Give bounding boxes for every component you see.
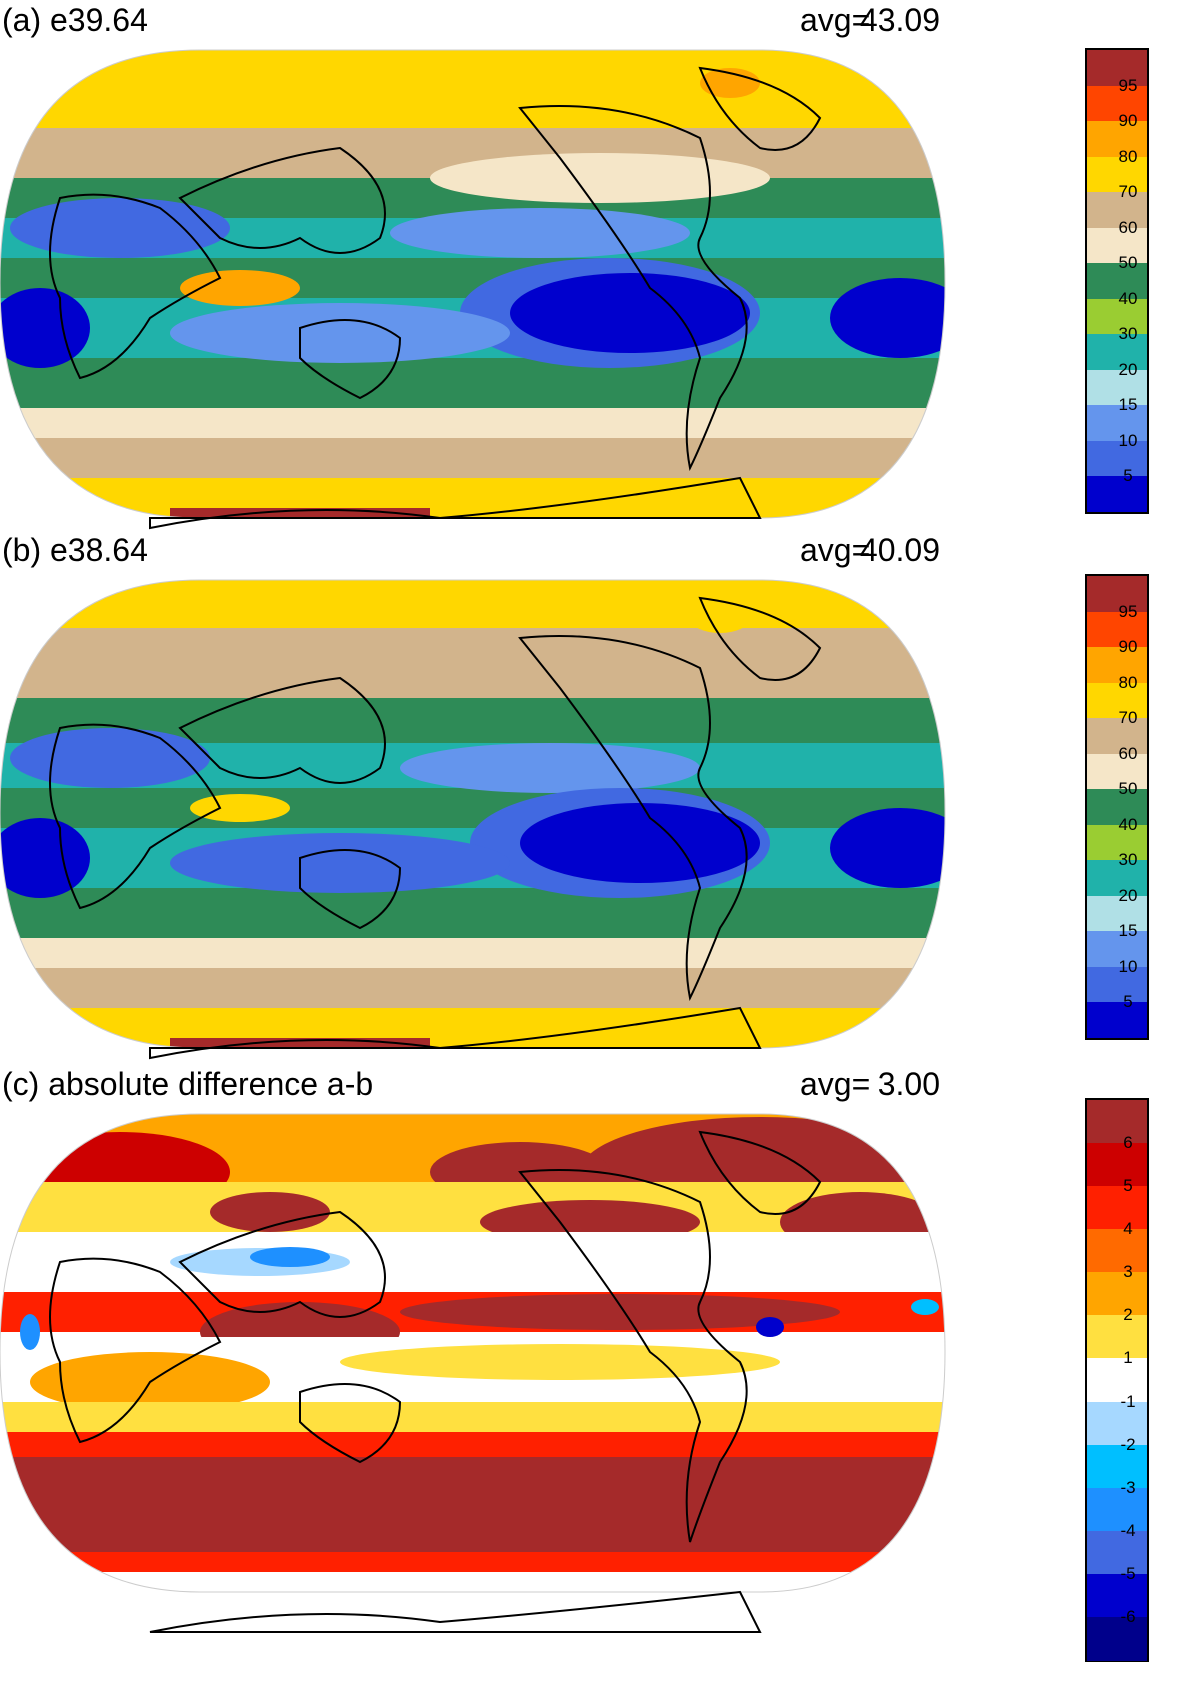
colorbar-swatch [1087, 369, 1147, 406]
colorbar-b [1085, 574, 1149, 1040]
panel-b: (b) e38.64 avg= 40.09 [0, 532, 1183, 1060]
colorbar-label: 95 [1118, 601, 1138, 621]
colorbar-swatch [1087, 860, 1147, 897]
colorbar-swatch [1087, 1143, 1147, 1188]
avg-label: avg= [800, 1066, 871, 1102]
colorbar-swatch [1087, 966, 1147, 1003]
colorbar-swatch [1087, 50, 1147, 86]
colorbar-swatch [1087, 824, 1147, 861]
colorbar-label: 50 [1118, 779, 1138, 799]
colorbar-swatch [1087, 718, 1147, 755]
colorbar-swatch [1087, 1100, 1147, 1144]
colorbar-label: 60 [1118, 217, 1138, 237]
colorbar-swatch [1087, 1573, 1147, 1618]
colorbar-swatch [1087, 753, 1147, 790]
colorbar-swatch [1087, 263, 1147, 300]
colorbar-swatch [1087, 1530, 1147, 1575]
colorbar-label: 20 [1118, 359, 1138, 379]
colorbar-label: 60 [1118, 743, 1138, 763]
colorbar-label: 40 [1118, 288, 1138, 308]
colorbar-swatch [1087, 647, 1147, 684]
avg-value: 3.00 [877, 1066, 940, 1102]
colorbar-swatch [1087, 405, 1147, 442]
panel-title: (a) e39.64 [2, 2, 148, 38]
colorbar-swatch [1087, 1186, 1147, 1231]
colorbar-label: 90 [1118, 111, 1138, 131]
colorbar-label: 20 [1118, 885, 1138, 905]
colorbar-label: 5 [1123, 992, 1133, 1012]
map-b [0, 579, 946, 1060]
colorbar-swatch [1087, 1002, 1147, 1039]
coastlines [49, 596, 822, 1060]
colorbar-label: 80 [1118, 146, 1138, 166]
colorbar-label: 2 [1123, 1305, 1133, 1325]
map-c [0, 1113, 946, 1633]
colorbar-label: 80 [1118, 672, 1138, 692]
panel-title: (b) e38.64 [2, 532, 148, 568]
colorbar-label: 30 [1118, 324, 1138, 344]
map-a [0, 49, 946, 530]
colorbar-label: 70 [1118, 182, 1138, 202]
colorbar-swatch [1087, 1272, 1147, 1317]
colorbar-label: -1 [1120, 1391, 1136, 1411]
colorbar-swatch [1087, 85, 1147, 122]
colorbar-label: -4 [1120, 1520, 1136, 1540]
panel-c: (c) absolute difference a-b avg= 3.00 [0, 1066, 1183, 1672]
colorbar-swatch [1087, 1401, 1147, 1446]
colorbar-label: 95 [1118, 75, 1138, 95]
panel-a: (a) e39.64 avg= 43.09 [0, 2, 1183, 530]
colorbar-label: 15 [1118, 395, 1138, 415]
colorbar-swatch [1087, 1358, 1147, 1403]
colorbar-swatch [1087, 1315, 1147, 1360]
colorbar-swatch [1087, 1487, 1147, 1532]
colorbar-label: 3 [1123, 1262, 1133, 1282]
colorbar-swatch [1087, 440, 1147, 477]
colorbar-swatch [1087, 227, 1147, 264]
avg-label: avg= [800, 532, 871, 568]
colorbar-c [1085, 1098, 1149, 1662]
coastlines [49, 66, 822, 530]
colorbar-swatch [1087, 611, 1147, 648]
colorbar-label: 5 [1123, 1176, 1133, 1196]
field-b [0, 580, 945, 1048]
colorbar-swatch [1087, 476, 1147, 513]
colorbar-swatch [1087, 789, 1147, 826]
colorbar-swatch [1087, 298, 1147, 335]
colorbar-swatch [1087, 576, 1147, 612]
field-a [0, 50, 945, 518]
colorbar-a [1085, 48, 1149, 514]
colorbar-swatch [1087, 192, 1147, 229]
colorbar-label: 5 [1123, 466, 1133, 486]
colorbar-swatch [1087, 1444, 1147, 1489]
field-c [0, 1114, 945, 1592]
colorbar-swatch [1087, 682, 1147, 719]
colorbar-swatch [1087, 895, 1147, 932]
colorbar-swatch [1087, 334, 1147, 371]
colorbar-label: 50 [1118, 253, 1138, 273]
colorbar-label: -6 [1120, 1606, 1136, 1626]
colorbar-label: 70 [1118, 708, 1138, 728]
avg-value: 43.09 [859, 2, 940, 38]
avg-label: avg= [800, 2, 871, 38]
colorbar-label: -5 [1120, 1563, 1136, 1583]
colorbar-label: 4 [1123, 1219, 1133, 1239]
colorbar-swatch [1087, 1616, 1147, 1661]
colorbar-swatch [1087, 156, 1147, 193]
colorbar-label: 90 [1118, 637, 1138, 657]
colorbar-label: -2 [1120, 1434, 1136, 1454]
colorbar-label: 6 [1123, 1133, 1133, 1153]
colorbar-label: 10 [1118, 956, 1138, 976]
colorbar-label: -3 [1120, 1477, 1136, 1497]
colorbar-swatch [1087, 931, 1147, 968]
avg-value: 40.09 [859, 532, 940, 568]
colorbar-swatch [1087, 1229, 1147, 1274]
colorbar-label: 30 [1118, 850, 1138, 870]
colorbar-label: 40 [1118, 814, 1138, 834]
colorbar-label: 10 [1118, 430, 1138, 450]
colorbar-label: 1 [1123, 1348, 1133, 1368]
panel-title: (c) absolute difference a-b [2, 1066, 374, 1102]
colorbar-swatch [1087, 121, 1147, 158]
colorbar-label: 15 [1118, 921, 1138, 941]
coastlines [49, 1130, 822, 1633]
